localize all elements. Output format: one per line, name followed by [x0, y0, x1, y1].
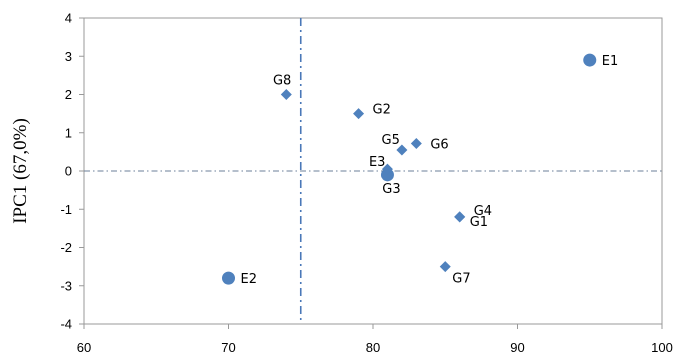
point-label-g7: G7 — [452, 272, 470, 287]
y-tick-label: -2 — [60, 240, 72, 255]
x-tick-label: 90 — [510, 340, 524, 355]
point-g7 — [439, 261, 451, 273]
y-tick-label: 1 — [65, 125, 72, 140]
point-label-e2: E2 — [241, 272, 258, 287]
x-tick-label: 100 — [651, 340, 673, 355]
y-tick-label: 0 — [65, 164, 72, 179]
y-tick-label: 2 — [65, 87, 72, 102]
point-e2 — [222, 271, 235, 285]
x-axis-ticks: 60 70 80 90 100 — [77, 324, 673, 355]
point-g3 — [381, 163, 393, 175]
y-axis-ticks: -4 -3 -2 -1 0 1 2 3 4 — [60, 11, 84, 332]
point-g8 — [280, 89, 292, 100]
point-label-g3: G3 — [382, 182, 400, 197]
point-g5 — [396, 144, 408, 156]
x-tick-label: 60 — [77, 340, 91, 355]
y-axis-title: IPC1 (67,0%) — [10, 118, 31, 224]
point-e1 — [583, 53, 597, 67]
point-label-e3: E3 — [369, 155, 386, 170]
x-tick-label: 70 — [221, 340, 235, 355]
y-tick-label: 4 — [65, 11, 72, 26]
point-label-g4: G4 — [474, 204, 492, 219]
point-label-g5: G5 — [382, 133, 400, 148]
point-g2 — [353, 108, 365, 120]
point-label-g6: G6 — [430, 137, 448, 152]
point-label-e1: E1 — [602, 54, 619, 69]
point-label-g2: G2 — [373, 103, 391, 118]
point-label-g8: G8 — [273, 74, 291, 89]
point-e3 — [380, 168, 394, 182]
y-tick-label: 3 — [65, 49, 72, 64]
point-g4 — [454, 211, 466, 223]
data-points: E1 E2 E3 G1 G2 G3 G4 G5 G6 G7 G8 — [222, 53, 619, 287]
point-label-g1: G1 — [470, 215, 488, 230]
y-tick-label: -1 — [60, 202, 72, 217]
y-tick-label: -4 — [60, 317, 72, 332]
y-tick-label: -3 — [60, 278, 72, 293]
point-g6 — [410, 137, 422, 149]
x-tick-label: 80 — [366, 340, 380, 355]
